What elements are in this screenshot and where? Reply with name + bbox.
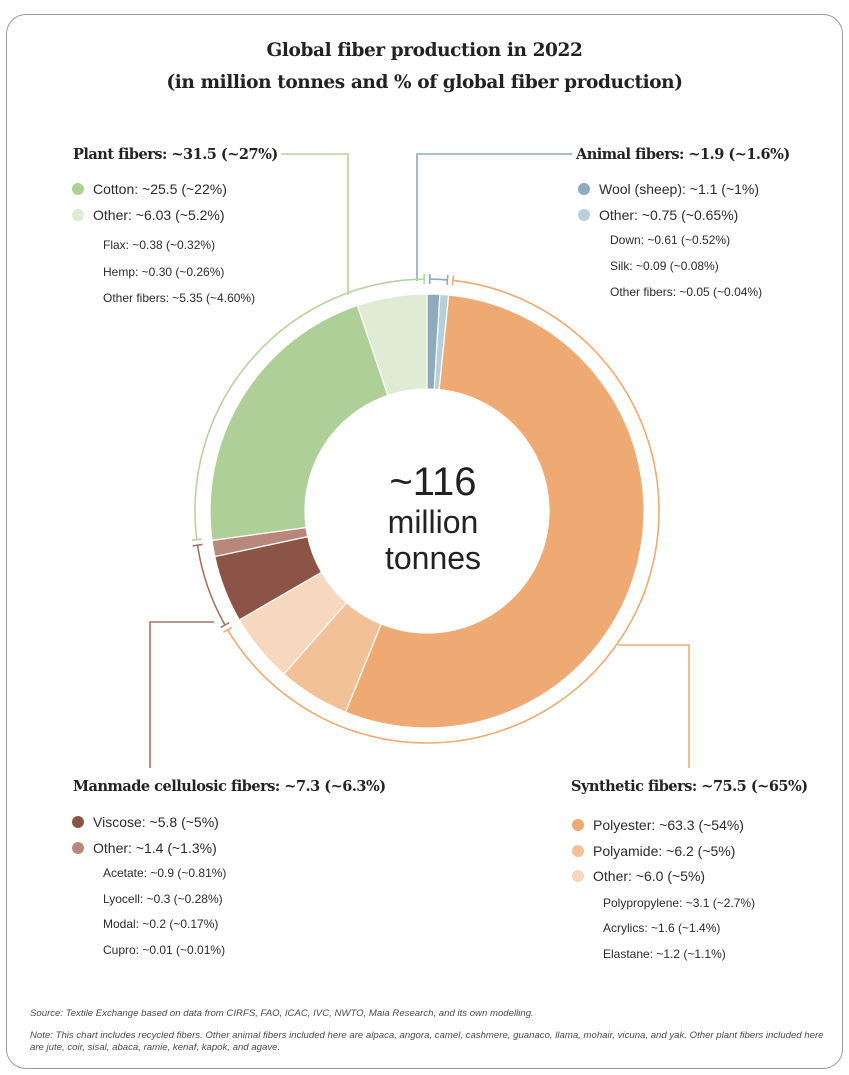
sub-animal-other: Other fibers: ~0.05 (~0.04%) [610, 285, 763, 299]
center-unit-2: tonnes [384, 539, 482, 576]
connector-plant-fibers [280, 153, 349, 295]
plant-other-swatch [72, 209, 84, 221]
legend-polyamide: Polyamide: ~6.2 (~5%) [572, 843, 735, 859]
legend-polyester: Polyester: ~63.3 (~54%) [572, 817, 744, 833]
donut-slices [209, 293, 645, 729]
plant-fibers-title: Plant fibers: ~31.5 (~27%) [70, 146, 281, 163]
legend-label: Other: ~6.0 (~5%) [593, 868, 706, 884]
animal-fibers-title: Animal fibers: ~1.9 (~1.6%) [573, 146, 793, 163]
sub-flax: Flax: ~0.38 (~0.32%) [103, 238, 216, 252]
cellulosic-other-swatch [72, 842, 84, 854]
legend-cotton: Cotton: ~25.5 (~22%) [72, 181, 227, 197]
center-unit-1: million [387, 503, 479, 540]
viscose-swatch [72, 816, 84, 828]
synthetic-other-swatch [572, 870, 584, 882]
chart-card [6, 14, 843, 1069]
legend-synthetic-other: Other: ~6.0 (~5%) [572, 868, 705, 884]
connector-animal-fibers [416, 153, 572, 281]
slice-plant-fibers-other [356, 293, 428, 397]
legend-plant-other: Other: ~6.03 (~5.2%) [72, 207, 225, 223]
synthetic-fibers-title: Synthetic fibers: ~75.5 (~65%) [568, 778, 811, 795]
group-arcs [191, 274, 660, 744]
slice-plant-fibers-cotton [209, 304, 389, 542]
group-connectors [149, 153, 690, 768]
group-arc-tick-plant-fibers [191, 538, 202, 542]
wool-swatch [578, 183, 590, 195]
legend-label: Other: ~6.03 (~5.2%) [93, 207, 225, 223]
sub-elastane: Elastane: ~1.2 (~1.1%) [603, 947, 726, 961]
legend-label: Other: ~1.4 (~1.3%) [93, 840, 217, 856]
cellulosic-fibers-title: Manmade cellulosic fibers: ~7.3 (~6.3%) [70, 778, 389, 795]
connector-synthetic-fibers [618, 644, 690, 768]
sub-down: Down: ~0.61 (~0.52%) [610, 233, 731, 247]
sub-plant-other: Other fibers: ~5.35 (~4.60%) [103, 291, 256, 305]
legend-cellulosic-other: Other: ~1.4 (~1.3%) [72, 840, 217, 856]
polyester-swatch [572, 819, 584, 831]
legend-label: Wool (sheep): ~1.1 (~1%) [599, 181, 760, 197]
footnote: Note: This chart includes recycled fiber… [30, 1030, 824, 1053]
group-arc-tick-manmade-cellulosic-fibers [220, 621, 230, 629]
sub-acetate: Acetate: ~0.9 (~0.81%) [103, 866, 227, 880]
cotton-swatch [72, 183, 84, 195]
legend-label: Polyester: ~63.3 (~54%) [593, 817, 744, 833]
group-arc-tick-animal-fibers [446, 274, 449, 285]
sub-acrylics: Acrylics: ~1.6 (~1.4%) [603, 921, 721, 935]
legend-label: Cotton: ~25.5 (~22%) [93, 181, 227, 197]
legend-label: Other: ~0.75 (~0.65%) [599, 207, 739, 223]
center-total: ~116 [389, 460, 477, 504]
legend-label: Polyamide: ~6.2 (~5%) [593, 843, 736, 859]
sub-lyocell: Lyocell: ~0.3 (~0.28%) [103, 892, 223, 906]
polyamide-swatch [572, 845, 584, 857]
connector-cellulosic-fibers [149, 621, 214, 768]
group-arc-synthetic-fibers [227, 279, 660, 744]
center-label: ~116 million tonnes [323, 460, 543, 576]
group-arc-tick-manmade-cellulosic-fibers [192, 543, 203, 547]
group-arc-tick-synthetic-fibers [451, 275, 455, 286]
legend-viscose: Viscose: ~5.8 (~5%) [72, 814, 219, 830]
group-arc-animal-fibers [429, 278, 448, 281]
group-arc-manmade-cellulosic-fibers [196, 545, 226, 626]
legend-animal-other: Other: ~0.75 (~0.65%) [578, 207, 738, 223]
chart-subtitle: (in million tonnes and % of global fiber… [166, 72, 683, 93]
sub-silk: Silk: ~0.09 (~0.08%) [610, 259, 719, 273]
sub-modal: Modal: ~0.2 (~0.17%) [103, 917, 219, 931]
sub-cupro: Cupro: ~0.01 (~0.01%) [103, 943, 226, 957]
chart-title: Global fiber production in 2022 [266, 40, 583, 61]
group-arc-plant-fibers [194, 278, 425, 540]
legend-label: Viscose: ~5.8 (~5%) [93, 814, 219, 830]
sub-polypropylene: Polypropylene: ~3.1 (~2.7%) [603, 896, 756, 910]
animal-other-swatch [578, 209, 590, 221]
legend-wool: Wool (sheep): ~1.1 (~1%) [578, 181, 759, 197]
slice-synthetic-fibers-polyester [344, 294, 645, 729]
sub-hemp: Hemp: ~0.30 (~0.26%) [103, 265, 225, 279]
group-arc-tick-synthetic-fibers [223, 626, 233, 634]
source-note: Source: Textile Exchange based on data f… [30, 1008, 534, 1019]
